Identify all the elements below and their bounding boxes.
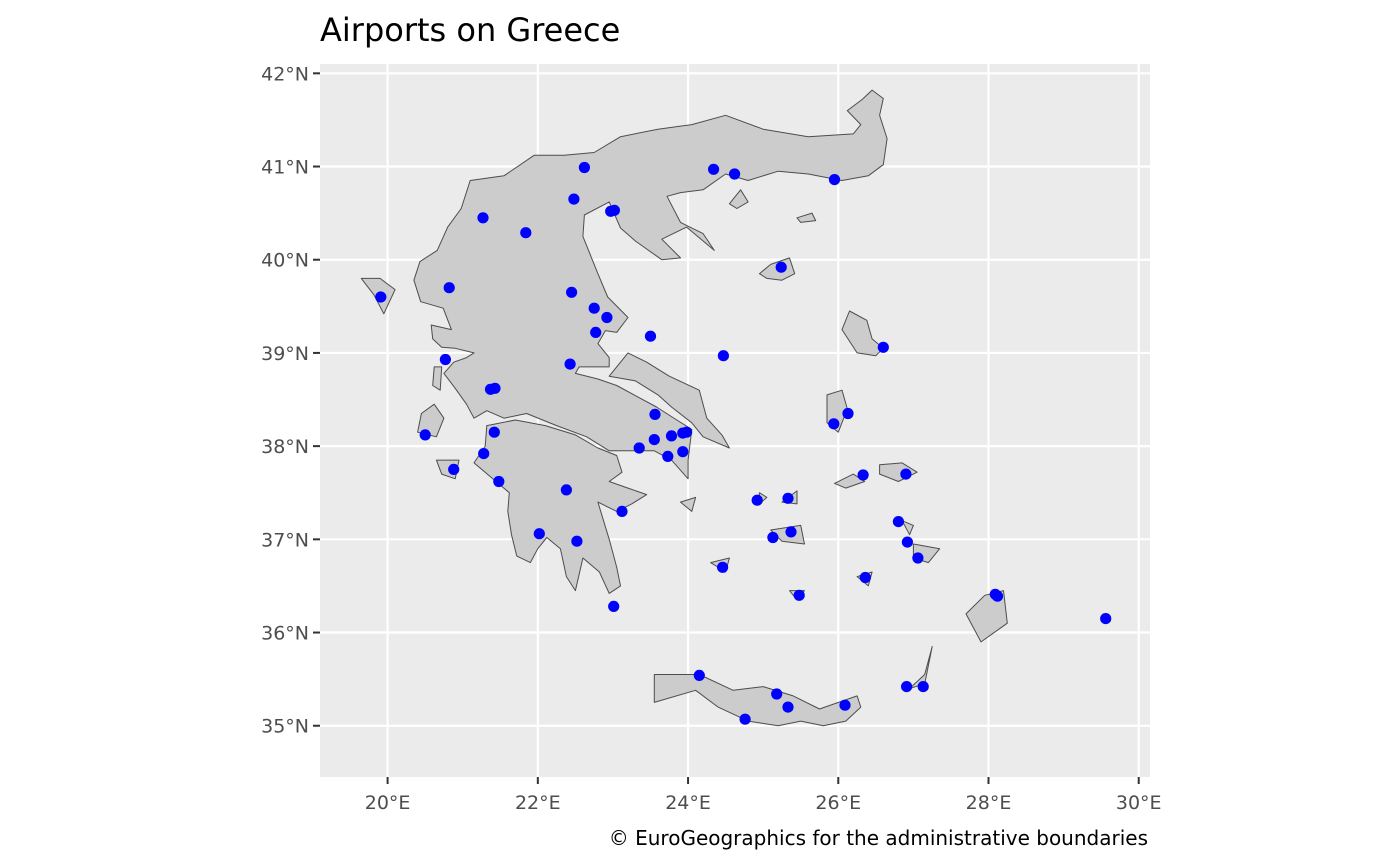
airport-point <box>917 681 929 693</box>
airport-point <box>489 382 501 394</box>
airport-point <box>566 286 578 298</box>
airport-point <box>448 463 460 475</box>
island-shape <box>796 212 817 223</box>
airport-point <box>767 531 779 544</box>
airport-point <box>681 426 693 438</box>
x-axis: 20°E 22°E 24°E 26°E 28°E 30°E <box>365 777 1162 814</box>
airport-point <box>708 163 720 175</box>
airport-point <box>493 475 505 488</box>
island-shape <box>608 352 730 449</box>
airport-point <box>693 669 705 682</box>
airport-point <box>590 326 602 338</box>
x-tick-label: 26°E <box>815 792 861 814</box>
x-tick-label: 24°E <box>665 792 711 814</box>
y-tick-label: 36°N <box>261 623 309 645</box>
airport-point <box>608 600 620 613</box>
airport-point <box>828 418 840 430</box>
island-shape <box>834 473 866 489</box>
airport-point <box>771 688 783 700</box>
airport-point <box>900 468 912 480</box>
airport-point <box>633 442 645 454</box>
airport-point <box>842 407 854 420</box>
island-shape <box>965 590 1008 643</box>
airport-point <box>901 681 913 693</box>
airport-point <box>717 350 730 362</box>
airport-point <box>782 701 794 713</box>
airport-point <box>375 291 387 303</box>
map-title: Airports on Greece <box>320 11 620 49</box>
y-tick-label: 38°N <box>261 436 309 458</box>
y-tick-label: 39°N <box>261 343 309 365</box>
mainland-shape <box>413 89 888 480</box>
airport-point <box>644 330 657 342</box>
airport-point <box>648 434 660 446</box>
x-tick-label: 20°E <box>365 792 411 814</box>
airport-point <box>419 429 431 441</box>
airport-point <box>839 699 851 711</box>
airport-point <box>601 311 613 324</box>
airport-point <box>775 261 787 273</box>
y-tick-label: 35°N <box>261 716 309 738</box>
airport-point <box>991 590 1004 602</box>
y-axis: 35°N 36°N 37°N 38°N 39°N 40°N 41°N 42°N <box>261 63 320 738</box>
airport-point <box>477 212 489 224</box>
airport-point <box>568 193 580 205</box>
airport-point <box>877 341 889 353</box>
airport-point <box>892 516 905 528</box>
airport-point <box>677 446 689 458</box>
airport-point <box>571 535 583 547</box>
airport-point <box>859 571 871 584</box>
airport-point <box>608 204 621 216</box>
y-tick-label: 37°N <box>261 529 309 551</box>
airport-point <box>729 168 741 180</box>
airport-point <box>520 227 532 239</box>
airport-point <box>785 526 797 538</box>
airport-point <box>649 408 661 420</box>
map-caption: © EuroGeographics for the administrative… <box>609 826 1148 850</box>
y-tick-label: 40°N <box>261 250 309 272</box>
island-shape <box>680 496 697 512</box>
airport-point <box>751 494 763 506</box>
y-tick-label: 41°N <box>261 157 309 179</box>
y-tick-label: 42°N <box>261 63 309 85</box>
x-tick-label: 28°E <box>966 792 1012 814</box>
island-shape <box>901 520 914 536</box>
airport-point <box>560 484 573 496</box>
airport-points <box>375 161 1112 725</box>
airport-point <box>533 528 545 540</box>
airport-point <box>782 492 794 504</box>
airport-point <box>478 448 490 460</box>
island-shape <box>728 189 749 209</box>
airport-point <box>912 552 924 564</box>
airport-point <box>616 505 628 517</box>
airport-point <box>662 450 674 462</box>
airport-point <box>857 469 869 481</box>
x-tick-label: 22°E <box>515 792 561 814</box>
island-shape <box>417 403 445 438</box>
peloponnese-shape <box>473 419 648 594</box>
airport-point <box>488 426 500 438</box>
airport-point <box>665 430 678 442</box>
x-tick-label: 30°E <box>1116 792 1162 814</box>
island-shape <box>653 674 862 727</box>
airport-point <box>828 174 841 186</box>
airport-point <box>1100 613 1112 625</box>
airport-point <box>901 536 914 548</box>
airport-point <box>443 282 455 294</box>
airport-point <box>739 713 751 725</box>
airport-point <box>793 589 805 601</box>
airport-point <box>717 561 729 573</box>
map-panel <box>320 64 1150 777</box>
airport-point <box>588 302 600 314</box>
island-shape <box>841 310 884 357</box>
land-area <box>360 89 1008 727</box>
island-shape <box>432 366 443 391</box>
airport-point <box>564 358 576 370</box>
airport-point <box>578 161 591 174</box>
airport-point <box>439 353 451 366</box>
